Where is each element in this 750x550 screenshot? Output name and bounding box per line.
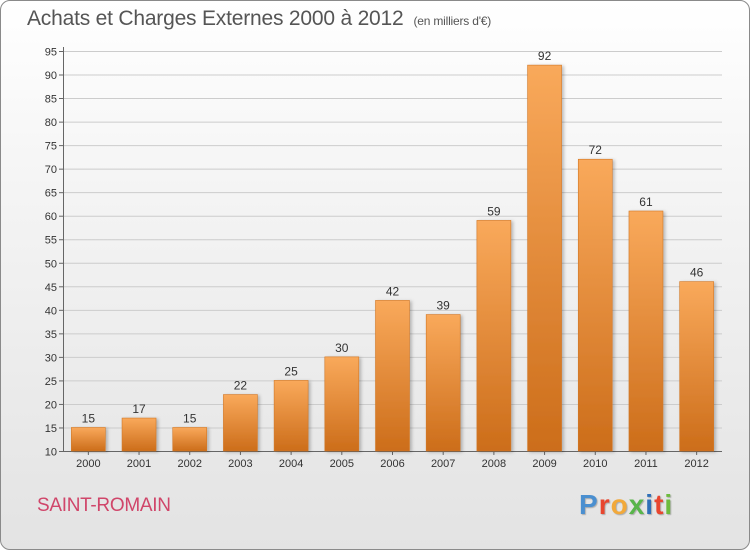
x-tick-label: 2007 — [431, 458, 455, 470]
chart-title-unit: (en milliers d'€) — [413, 14, 492, 28]
y-tick-label: 20 — [45, 399, 57, 411]
x-tick-label: 2009 — [532, 458, 556, 470]
x-tick-label: 2012 — [684, 458, 708, 470]
logo-letter: t — [654, 489, 665, 520]
bar — [121, 417, 157, 452]
data-label: 72 — [589, 143, 603, 157]
x-tick-label: 2005 — [330, 458, 354, 470]
logo-letter: i — [645, 489, 655, 520]
x-tick-label: 2004 — [279, 458, 303, 470]
data-label: 61 — [639, 195, 653, 209]
bar — [375, 300, 410, 452]
y-tick-label: 70 — [45, 164, 57, 176]
data-label: 15 — [82, 411, 96, 425]
x-tick-label: 2011 — [634, 458, 658, 470]
y-tick-label: 65 — [45, 188, 57, 200]
y-tick-label: 60 — [45, 211, 57, 223]
logo-letter: P — [579, 489, 599, 520]
data-label: 25 — [284, 364, 298, 378]
y-tick-label: 30 — [45, 352, 57, 364]
x-tick-label: 2010 — [583, 458, 607, 470]
y-tick-label: 85 — [45, 94, 57, 106]
proxiti-logo[interactable]: Proxiti — [579, 489, 673, 521]
data-label: 92 — [538, 49, 552, 63]
data-label: 22 — [234, 379, 248, 393]
chart-title-main: Achats et Charges Externes 2000 à 2012 — [27, 7, 404, 30]
y-tick-label: 95 — [45, 47, 57, 59]
data-label: 46 — [690, 266, 704, 280]
bar — [273, 380, 309, 452]
y-tick-label: 40 — [45, 305, 57, 317]
bar — [527, 64, 562, 452]
bars — [71, 64, 714, 452]
y-tick-label: 50 — [45, 258, 57, 270]
data-label: 42 — [386, 284, 400, 298]
y-tick-label: 25 — [45, 376, 57, 388]
y-tick-label: 15 — [45, 423, 57, 435]
chart-title: Achats et Charges Externes 2000 à 2012 (e… — [27, 7, 491, 31]
x-tick-label: 2001 — [127, 458, 151, 470]
x-tick-label: 2008 — [482, 458, 506, 470]
data-label: 17 — [132, 402, 146, 416]
logo-letter: r — [598, 489, 611, 520]
bar — [223, 394, 258, 452]
data-label: 15 — [183, 411, 197, 425]
labels: 10 15 20 25 30 35 40 45 50 55 60 65 70 75 80 85 90 95 15 20… — [45, 47, 709, 471]
data-label: 59 — [487, 204, 501, 218]
axes — [59, 47, 722, 455]
bar — [324, 356, 360, 452]
y-tick-label: 75 — [45, 141, 57, 153]
y-tick-label: 35 — [45, 329, 57, 341]
bar — [679, 281, 714, 452]
bar — [476, 220, 512, 452]
x-tick-label: 2002 — [177, 458, 201, 470]
x-tick-label: 2003 — [228, 458, 252, 470]
bar — [172, 427, 208, 452]
y-tick-label: 55 — [45, 235, 57, 247]
logo-letter: o — [610, 489, 629, 520]
data-label: 39 — [437, 299, 451, 313]
x-tick-label: 2006 — [380, 458, 404, 470]
bar — [577, 158, 613, 452]
y-tick-label: 45 — [45, 282, 57, 294]
data-label: 30 — [335, 341, 349, 355]
y-tick-label: 10 — [45, 447, 57, 459]
bar — [71, 427, 106, 452]
x-tick-label: 2000 — [76, 458, 100, 470]
bar — [628, 210, 664, 452]
commune-name: SAINT-ROMAIN — [37, 495, 171, 516]
y-tick-label: 90 — [45, 70, 57, 82]
bar — [425, 314, 461, 452]
logo-letter: i — [664, 489, 674, 520]
y-tick-label: 80 — [45, 117, 57, 129]
logo-letter: x — [628, 489, 646, 520]
